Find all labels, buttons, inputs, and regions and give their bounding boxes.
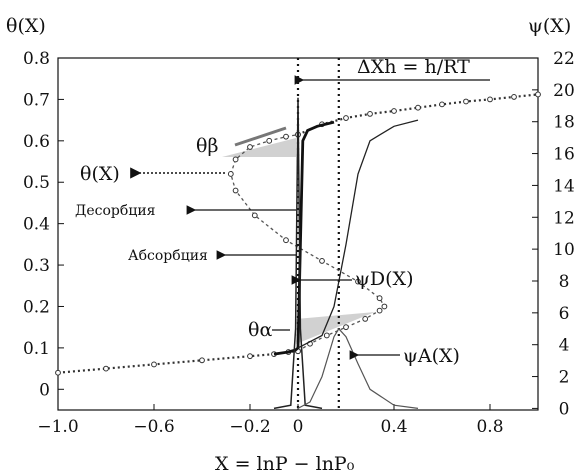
y-right-tick-label: 10 xyxy=(553,240,575,260)
y-right-ticks: 0 2 4 6 8 10 12 14 16 18 20 22 xyxy=(532,49,575,419)
y-left-tick-label: 0.7 xyxy=(23,90,50,110)
series-point-2 xyxy=(247,144,253,150)
psi-a-label: ψA(X) xyxy=(403,345,460,367)
theta-x-label: θ(X) xyxy=(80,163,120,185)
y-right-tick-label: 2 xyxy=(559,368,570,388)
series-point-1 xyxy=(439,101,445,108)
dashed-vlines xyxy=(296,58,340,410)
delta-label: ΔXh = h/RT xyxy=(357,56,470,78)
y-left-tick-label: 0.6 xyxy=(23,132,50,152)
y-right-tick-label: 16 xyxy=(553,145,575,165)
y-right-tick-label: 4 xyxy=(559,336,570,356)
series-point-0 xyxy=(55,369,61,376)
y-right-axis-title: ψ(X) xyxy=(528,15,571,37)
series-line-1 xyxy=(297,93,539,136)
x-tick-label: 0 xyxy=(293,417,304,437)
y-right-tick-label: 22 xyxy=(553,49,575,69)
series-point-1 xyxy=(367,111,373,117)
y-right-tick-label: 14 xyxy=(553,176,575,196)
series-point-2 xyxy=(323,332,330,339)
y-right-tick-label: 20 xyxy=(553,81,575,101)
series-point-1 xyxy=(487,96,493,103)
desorption-label: Десорбция xyxy=(75,203,156,219)
y-right-tick-label: 18 xyxy=(553,113,575,133)
shaded-region-alpha xyxy=(296,312,375,344)
y-right-tick-label: 8 xyxy=(559,272,570,292)
series-point-0 xyxy=(247,353,253,360)
series-point-1 xyxy=(391,108,397,114)
series-point-1 xyxy=(415,104,421,111)
theta-alpha-label: θα xyxy=(248,319,272,341)
x-tick-label: −1.0 xyxy=(37,417,78,437)
absorption-label: Абсорбция xyxy=(128,248,208,264)
series-point-2 xyxy=(232,156,239,163)
series-point-2 xyxy=(232,187,239,194)
series-point-2 xyxy=(343,324,349,331)
series-point-1 xyxy=(535,91,541,98)
y-left-tick-label: 0.3 xyxy=(23,256,50,276)
series-point-2 xyxy=(283,237,289,244)
series-line-3 xyxy=(273,120,335,356)
y-left-axis-title: θ(X) xyxy=(6,15,46,37)
shaded-region-beta xyxy=(222,138,296,157)
y-left-tick-label: 0.1 xyxy=(23,339,50,359)
y-left-tick-label: 0.2 xyxy=(23,297,50,317)
series-point-2 xyxy=(376,307,383,314)
y-left-tick-label: 0.5 xyxy=(23,173,50,193)
series-point-2 xyxy=(381,303,388,310)
x-tick-label: −0.2 xyxy=(229,417,270,437)
x-tick-label: −0.6 xyxy=(133,417,174,437)
y-left-tick-label: 0.8 xyxy=(23,49,50,69)
series-point-2 xyxy=(355,278,361,285)
series-point-1 xyxy=(343,115,349,121)
series-point-2 xyxy=(319,258,325,264)
x-tick-label: 0.8 xyxy=(476,417,503,437)
series-line-0 xyxy=(57,350,299,374)
y-left-tick-label: 0 xyxy=(39,380,50,400)
series-point-0 xyxy=(199,357,205,364)
series-point-0 xyxy=(151,361,157,368)
series-point-2 xyxy=(283,133,289,140)
series-point-0 xyxy=(103,365,109,372)
x-ticks: −1.0 −0.6 −0.2 0 0.4 0.8 xyxy=(37,404,504,437)
series-point-2 xyxy=(251,212,258,219)
y-left-ticks: 0 0.1 0.2 0.3 0.4 0.5 0.6 0.7 0.8 xyxy=(23,49,64,400)
series-point-2 xyxy=(376,295,383,302)
y-right-tick-label: 12 xyxy=(553,208,575,228)
series-point-2 xyxy=(227,171,234,177)
series-point-2 xyxy=(266,137,273,144)
theta-beta-label: θβ xyxy=(196,135,218,157)
x-tick-label: 0.4 xyxy=(380,417,407,437)
psi-d-label: ψD(X) xyxy=(355,268,413,290)
series-line-6 xyxy=(297,327,419,409)
y-right-tick-label: 0 xyxy=(559,399,570,419)
series-group xyxy=(55,91,541,410)
series-point-1 xyxy=(511,94,517,100)
y-left-tick-label: 0.4 xyxy=(23,215,50,235)
series-point-2 xyxy=(362,315,369,322)
series-line-4 xyxy=(297,119,419,349)
series-point-1 xyxy=(463,98,469,105)
y-right-tick-label: 6 xyxy=(559,304,570,324)
theta-beta-arrow xyxy=(234,126,287,147)
x-axis-title: X = lnP − lnP₀ xyxy=(215,453,355,475)
